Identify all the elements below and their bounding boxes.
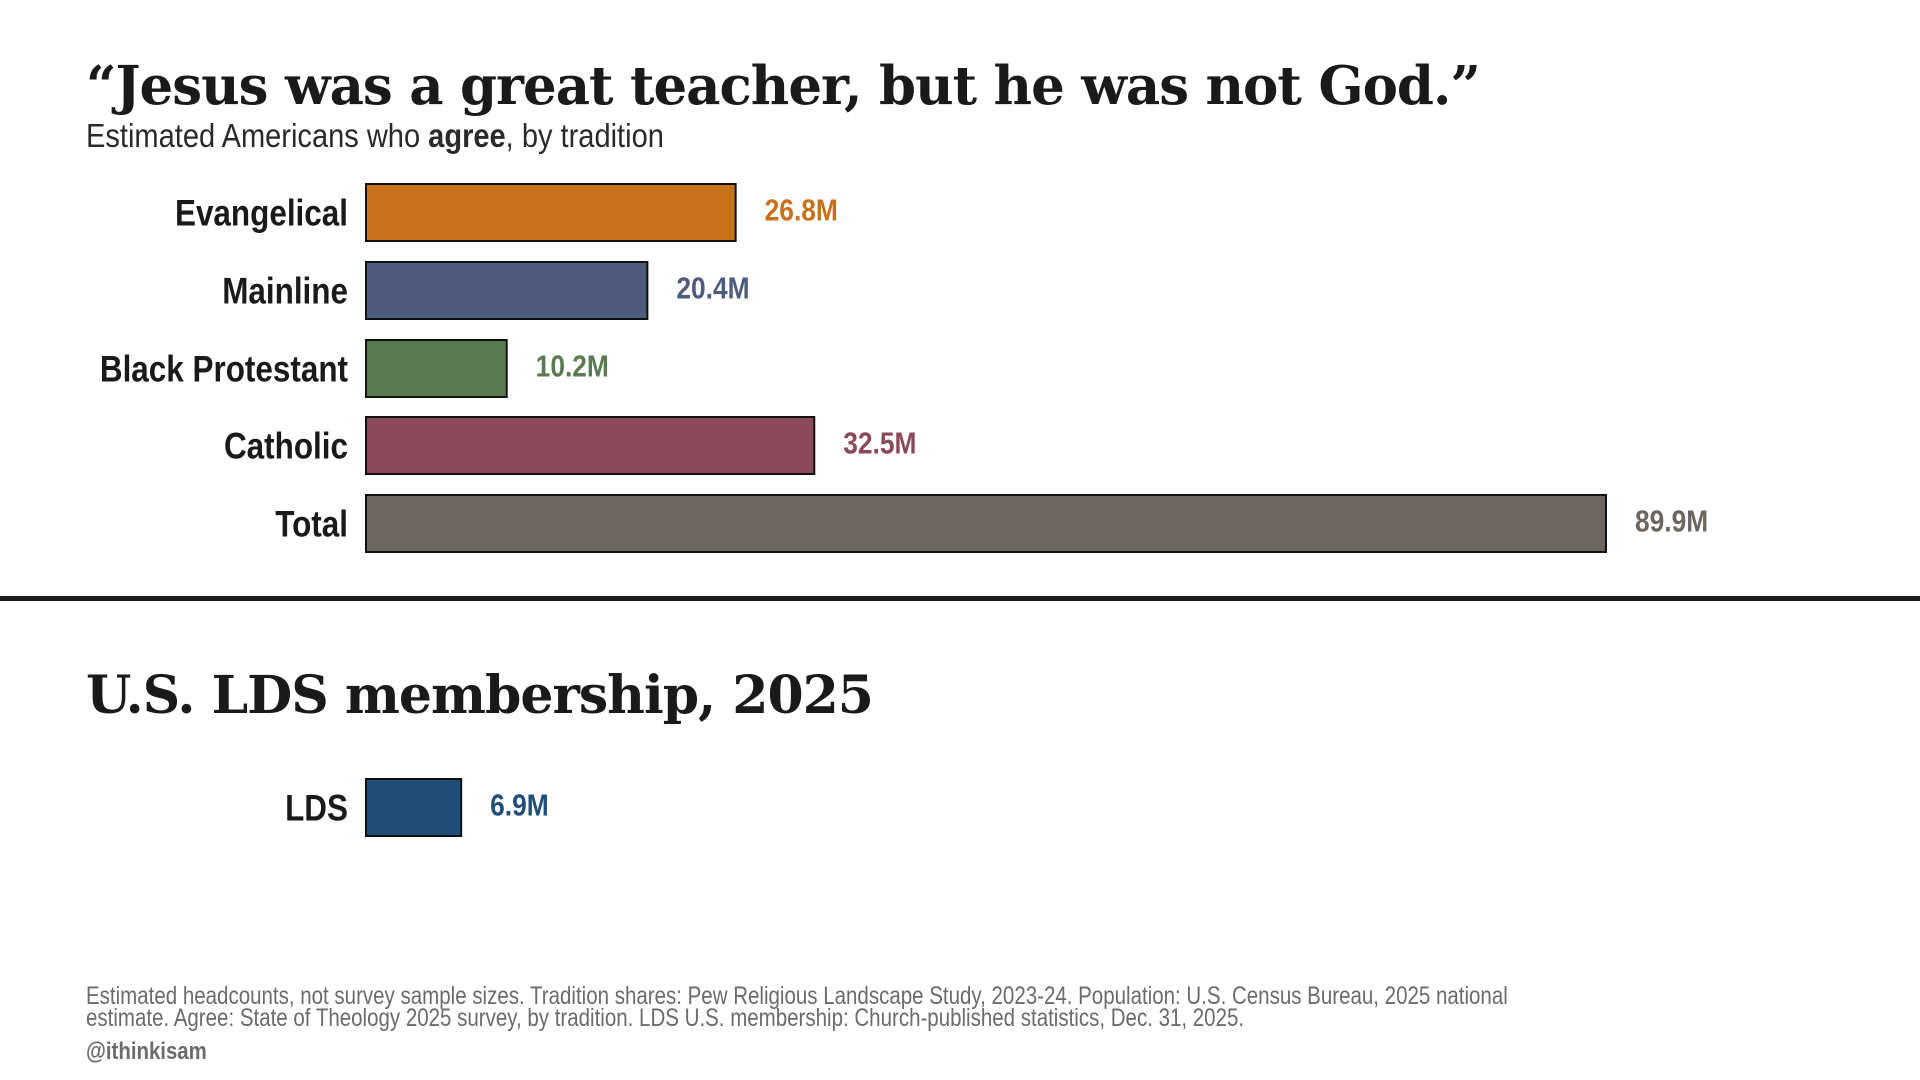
- subtitle-emphasis: agree: [428, 117, 506, 154]
- bar-catholic: [365, 416, 816, 475]
- bar-lds: [365, 778, 463, 837]
- author-handle: @ithinkisam: [86, 1038, 207, 1065]
- category-label-total: Total: [275, 504, 348, 545]
- value-label-total: 89.9M: [1635, 505, 1708, 539]
- bar-total: [365, 494, 1607, 553]
- category-label-lds: LDS: [285, 788, 348, 829]
- category-label-black-protestant: Black Protestant: [100, 349, 349, 390]
- chart-title: “Jesus was a great teacher, but he was n…: [86, 55, 1481, 117]
- value-label-black-protestant: 10.2M: [536, 350, 609, 384]
- value-label-lds: 6.9M: [490, 789, 549, 823]
- category-label-evangelical: Evangelical: [175, 193, 348, 234]
- section-divider: [0, 596, 1920, 601]
- footnote-line-1: Estimated headcounts, not survey sample …: [86, 982, 1508, 1010]
- bar-black-protestant: [365, 339, 508, 398]
- footnote-line-2: estimate. Agree: State of Theology 2025 …: [86, 1004, 1245, 1032]
- lds-section-title: U.S. LDS membership, 2025: [86, 665, 874, 726]
- value-label-mainline: 20.4M: [676, 272, 749, 306]
- bar-mainline: [365, 261, 649, 320]
- source-footnote: Estimated headcounts, not survey sample …: [86, 982, 1767, 1032]
- value-label-catholic: 32.5M: [843, 427, 916, 461]
- chart-subtitle: Estimated Americans who agree, by tradit…: [86, 117, 664, 154]
- category-label-mainline: Mainline: [222, 271, 348, 312]
- value-label-evangelical: 26.8M: [765, 194, 838, 228]
- category-label-catholic: Catholic: [224, 426, 348, 467]
- bar-evangelical: [365, 183, 737, 242]
